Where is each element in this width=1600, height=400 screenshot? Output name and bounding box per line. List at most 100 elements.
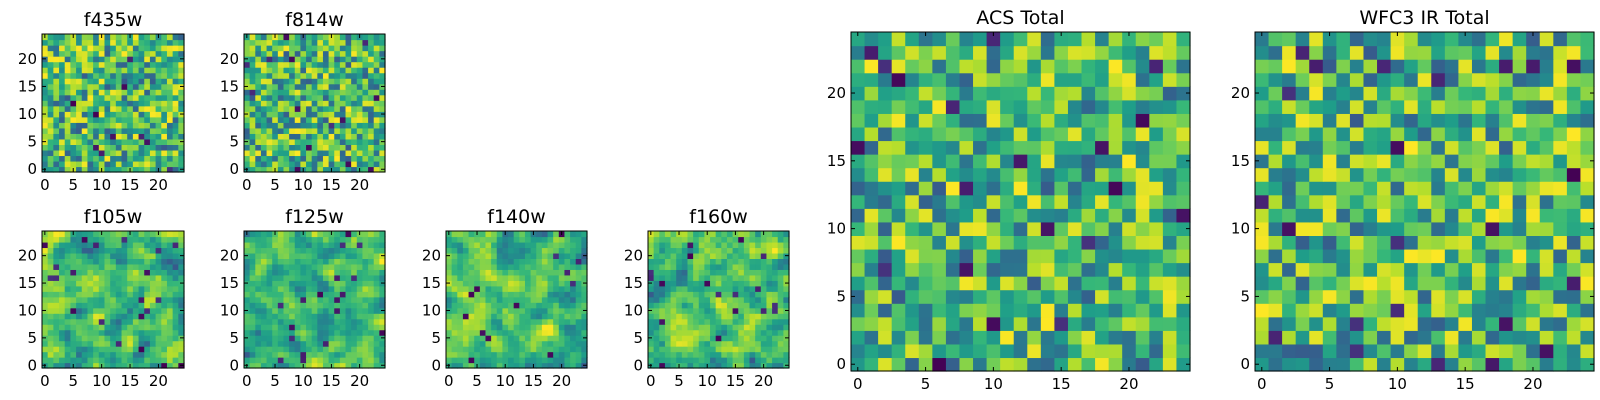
- heatmap-cell: [249, 72, 256, 79]
- heatmap-cell: [178, 346, 185, 353]
- heatmap-cell: [653, 247, 660, 254]
- heatmap-cell: [272, 67, 279, 74]
- heatmap-cell: [255, 291, 262, 298]
- heatmap-cell: [772, 340, 779, 347]
- heatmap-cell: [155, 155, 162, 162]
- heatmap-cell: [115, 263, 123, 270]
- heatmap-cell: [144, 89, 151, 96]
- heatmap-cell: [64, 155, 71, 162]
- heatmap-cell: [1095, 208, 1110, 223]
- heatmap-cell: [738, 296, 745, 303]
- heatmap-cell: [110, 127, 117, 134]
- heatmap-cell: [653, 231, 660, 238]
- heatmap-cell: [891, 262, 906, 277]
- heatmap-cell: [524, 313, 532, 320]
- heatmap-cell: [541, 291, 549, 298]
- heatmap-cell: [864, 32, 879, 47]
- heatmap-cell: [1553, 167, 1568, 182]
- heatmap-cell: [905, 59, 920, 74]
- heatmap-cell: [161, 39, 168, 46]
- heatmap-cell: [513, 346, 520, 353]
- heatmap-cell: [379, 34, 386, 41]
- heatmap-cell: [138, 100, 145, 107]
- heatmap-cell: [1081, 289, 1096, 304]
- heatmap-cell: [1526, 167, 1541, 182]
- heatmap-cell: [1013, 181, 1028, 196]
- heatmap-cell: [260, 318, 268, 325]
- heatmap-cell: [1417, 194, 1432, 209]
- heatmap-cell: [362, 39, 369, 46]
- heatmap-cell: [670, 335, 677, 342]
- heatmap-cell: [356, 56, 364, 63]
- heatmap-cell: [1054, 248, 1069, 264]
- heatmap-cell: [339, 133, 347, 140]
- heatmap-cell: [653, 340, 660, 347]
- heatmap-cell: [76, 313, 83, 320]
- heatmap-cell: [59, 357, 66, 364]
- heatmap-cell: [322, 346, 330, 353]
- heatmap-cell: [379, 324, 386, 331]
- heatmap-cell: [87, 247, 94, 254]
- heatmap-cell: [351, 258, 358, 265]
- heatmap-cell: [681, 285, 689, 292]
- heatmap-cell: [1135, 316, 1150, 331]
- heatmap-cell: [98, 236, 106, 243]
- heatmap-cell: [485, 302, 492, 309]
- heatmap-cell: [1000, 194, 1015, 209]
- heatmap-cell: [255, 105, 262, 112]
- heatmap-cell: [155, 94, 162, 101]
- x-tick-label: 15: [524, 372, 543, 390]
- heatmap-cell: [945, 276, 961, 291]
- heatmap-cell: [306, 307, 313, 314]
- heatmap-cell: [676, 258, 683, 265]
- heatmap-cell: [339, 89, 347, 96]
- heatmap-cell: [1282, 221, 1297, 236]
- heatmap-cell: [64, 324, 71, 331]
- heatmap-cell: [1149, 99, 1164, 114]
- heatmap-cell: [155, 105, 162, 112]
- heatmap-cell: [496, 346, 503, 353]
- heatmap-cell: [959, 303, 974, 318]
- heatmap-cell: [127, 160, 134, 168]
- heatmap-cell: [53, 50, 60, 57]
- heatmap-cell: [277, 122, 285, 129]
- heatmap-cell: [743, 296, 751, 303]
- heatmap-cell: [98, 100, 106, 107]
- heatmap-cell: [81, 127, 89, 134]
- heatmap-cell: [687, 280, 694, 287]
- heatmap-cell: [726, 296, 734, 303]
- heatmap-cell: [64, 166, 71, 173]
- heatmap-cell: [536, 296, 543, 303]
- heatmap-cell: [260, 346, 268, 353]
- heatmap-cell: [121, 56, 128, 63]
- heatmap-cell: [1135, 357, 1150, 372]
- heatmap-cell: [317, 291, 324, 298]
- heatmap-cell: [249, 351, 256, 358]
- heatmap-cell: [272, 269, 279, 276]
- heatmap-cell: [42, 274, 49, 281]
- heatmap-cell: [138, 318, 145, 325]
- heatmap-cell: [1417, 357, 1432, 372]
- heatmap-cell: [53, 100, 60, 107]
- heatmap-cell: [1067, 276, 1083, 291]
- heatmap-cell: [1404, 289, 1419, 304]
- heatmap-cell: [277, 296, 285, 303]
- heatmap-cell: [87, 236, 94, 243]
- heatmap-cell: [1027, 99, 1042, 114]
- heatmap-cell: [104, 122, 111, 129]
- heatmap-cell: [64, 236, 71, 243]
- heatmap-cell: [166, 105, 174, 112]
- heatmap-cell: [1526, 343, 1541, 359]
- heatmap-cell: [379, 100, 386, 107]
- heatmap-cell: [1553, 248, 1568, 264]
- heatmap-cell: [1390, 289, 1405, 304]
- heatmap-cell: [334, 307, 341, 314]
- heatmap-cell: [311, 105, 318, 112]
- heatmap-cell: [127, 285, 134, 292]
- heatmap-cell: [255, 236, 262, 243]
- heatmap-cell: [519, 313, 526, 320]
- heatmap-cell: [721, 318, 728, 325]
- heatmap-cell: [451, 252, 458, 259]
- heatmap-cell: [721, 247, 728, 254]
- heatmap-cell: [76, 274, 83, 281]
